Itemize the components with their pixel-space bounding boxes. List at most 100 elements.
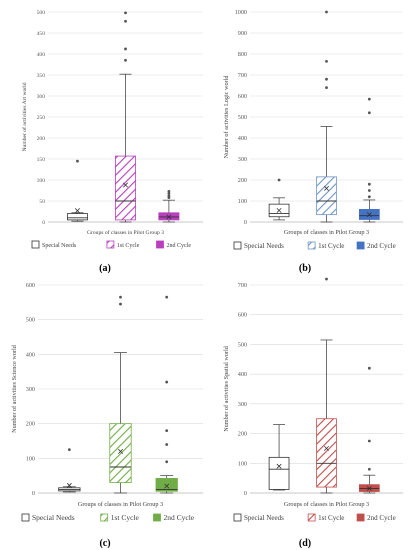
outlier-point [165,295,169,299]
outlier-point [165,443,169,446]
mean-marker [164,483,170,489]
box-iqr [316,176,337,216]
legend-swatch [233,513,242,522]
legend-label: Special Needs [244,514,284,522]
x-axis-label: Groups of classes in Pilot Group 3 [284,501,369,508]
box-2nd-cycle [358,97,380,223]
outlier-point [165,460,169,464]
outlier-point [119,302,122,306]
outlier-point [76,159,79,163]
outlier-point [325,86,328,89]
legend-swatch [307,513,316,522]
outlier-point [124,47,127,51]
box-1st-cycle [115,11,136,223]
y-axis-label: Number of activities Logic world [223,75,230,159]
chart-panel-c: 0 100 200 300 400 500 600 Number of activities … [11,282,203,522]
mean-marker [276,207,282,213]
caption-a: (a) [99,263,111,274]
box-iqr [66,213,88,221]
mean-marker [276,463,282,469]
y-tick-label: 200 [26,421,35,428]
y-tick-label: 0 [244,219,247,226]
box-2nd-cycle [155,295,178,494]
y-tick-label: 600 [238,93,247,100]
y-tick-label: 100 [238,460,247,467]
outlier-point [367,111,371,115]
y-tick-label: 500 [238,341,247,348]
legend-label: Special Needs [32,513,75,522]
y-tick-label: 100 [238,198,247,205]
mean-marker [366,486,372,492]
outlier-point [325,59,328,63]
outlier-point [165,429,169,432]
outlier-point [367,182,371,186]
y-tick-label: 100 [37,178,46,184]
legend-swatch [356,513,365,522]
box-iqr [109,423,132,484]
legend-label: 2nd Cycle [167,243,192,249]
box-iqr [115,155,136,221]
y-tick-label: 300 [37,94,46,100]
y-tick-label: 0 [42,220,45,226]
y-tick-label: 250 [37,115,46,121]
outlier-point [367,195,371,199]
mean-marker [324,445,329,451]
legend-label: Special Needs [42,243,77,249]
x-axis-label: Groups of classes in Pilot Group 3 [87,229,164,236]
box-iqr [155,478,178,492]
outlier-point [167,189,171,193]
y-tick-label: 0 [32,490,35,497]
mean-marker [123,182,128,188]
legend-label: 2nd Cycle [164,513,195,522]
mean-marker [324,185,329,191]
y-tick-label: 400 [26,351,35,358]
y-tick-label: 500 [26,317,35,324]
legend-label: 1st Cycle [318,514,344,522]
y-tick-label: 500 [238,114,247,121]
legend: Special Needs 1st Cycle 2nd Cycle [233,241,396,250]
outlier-point [165,380,169,384]
y-tick-label: 300 [238,156,247,163]
legend-swatch [21,513,30,522]
box-iqr [158,212,180,221]
legend-swatch [100,513,109,522]
box-1st-cycle [316,277,337,494]
outlier-point [67,448,71,452]
y-tick-label: 1000 [235,9,247,16]
legend-swatch [233,241,242,250]
outlier-point [277,178,281,182]
legend-swatch [307,241,316,250]
mean-marker [74,208,80,214]
y-tick-label: 400 [238,135,247,142]
y-tick-label: 600 [26,282,35,289]
y-tick-label: 900 [238,30,247,37]
y-tick-label: 300 [26,386,35,393]
y-tick-label: 350 [37,73,46,79]
y-axis-label: Number of activities Spatial world [223,345,230,431]
chart-panel-a: 0 50 100 150 200 250 300 350 400 450 500 Number of … [21,10,203,249]
y-tick-label: 700 [238,282,247,289]
box-special-needs [268,424,290,491]
legend-label: 1st Cycle [111,513,140,522]
outlier-point [325,10,328,14]
legend-label: 1st Cycle [117,243,140,249]
outlier-point [367,467,371,471]
y-tick-label: 600 [238,312,247,319]
y-tick-label: 400 [238,371,247,378]
y-tick-label: 500 [37,10,46,16]
legend: Special Needs 1st Cycle 2nd Cycle [31,240,192,249]
box-special-needs [58,448,81,493]
box-1st-cycle [316,10,337,223]
outlier-point [367,189,371,192]
y-tick-label: 200 [37,136,46,142]
y-tick-label: 200 [238,177,247,184]
mean-marker [166,214,172,220]
y-tick-label: 300 [238,401,247,408]
box-iqr [316,418,337,488]
caption-d: (d) [298,538,312,549]
outlier-point [325,77,328,81]
x-axis-label: Groups of classes in Pilot Group 3 [284,229,369,236]
outlier-point [124,19,127,23]
outlier-point [167,192,171,195]
